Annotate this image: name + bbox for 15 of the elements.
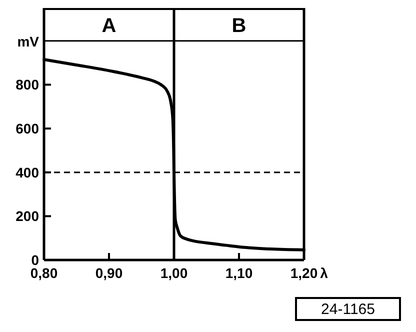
y-axis-title: mV <box>17 34 40 50</box>
y-tick-label: 200 <box>16 208 40 224</box>
annotation: A <box>102 15 116 37</box>
x-tick-label: 0,90 <box>95 265 123 281</box>
y-tick-label: 600 <box>16 120 40 137</box>
text: 24-1165 <box>321 301 375 318</box>
x-axis-title: λ <box>320 265 328 281</box>
annotation: B <box>232 15 246 37</box>
y-tick-label: 800 <box>16 76 40 93</box>
x-tick-label: 1,10 <box>225 265 253 281</box>
y-tick-label: 0 <box>31 252 40 268</box>
x-tick-label: 1,00 <box>160 265 188 281</box>
y-tick-label: 400 <box>16 164 40 180</box>
x-tick-label: 0,80 <box>30 265 58 281</box>
x-tick-label: 1,20 <box>290 265 318 281</box>
